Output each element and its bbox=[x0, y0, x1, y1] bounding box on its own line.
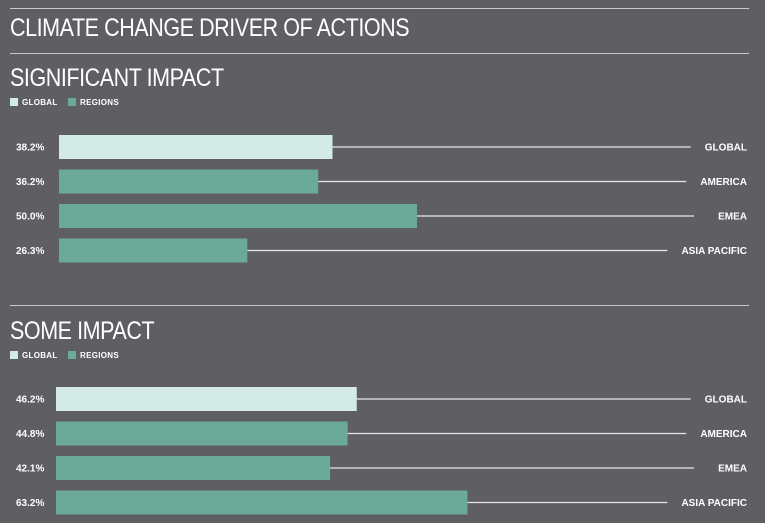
legend-item-global: GLOBAL bbox=[10, 351, 58, 360]
value-label-global: 46.2% bbox=[16, 395, 44, 406]
category-label-asia-pacific: ASIA PACIFIC bbox=[681, 498, 747, 509]
bar-emea bbox=[56, 456, 331, 480]
legend-swatch-global bbox=[10, 98, 18, 106]
category-label-global: GLOBAL bbox=[705, 395, 747, 406]
legend-label-regions: REGIONS bbox=[80, 351, 119, 360]
bar-emea bbox=[59, 204, 417, 228]
category-label-emea: EMEA bbox=[718, 464, 747, 475]
category-label-emea: EMEA bbox=[718, 212, 747, 223]
bar-asia-pacific bbox=[56, 490, 468, 515]
value-label-america: 44.8% bbox=[16, 429, 44, 440]
value-label-emea: 50.0% bbox=[16, 212, 44, 223]
category-label-america: AMERICA bbox=[700, 177, 747, 188]
bar-america bbox=[56, 421, 348, 446]
legend-label-global: GLOBAL bbox=[22, 351, 58, 360]
legend-item-regions: REGIONS bbox=[68, 351, 119, 360]
title-rule bbox=[10, 53, 749, 54]
bar-global bbox=[59, 135, 333, 159]
section-rule bbox=[10, 305, 749, 306]
legend-swatch-global bbox=[10, 351, 18, 359]
legend-swatch-regions bbox=[68, 98, 76, 106]
value-label-america: 36.2% bbox=[16, 177, 44, 188]
legend-item-regions: REGIONS bbox=[68, 98, 119, 107]
bar-asia-pacific bbox=[59, 238, 248, 263]
value-label-asia-pacific: 26.3% bbox=[16, 246, 44, 257]
chart-some-impact: 46.2% GLOBAL 44.8% AMERICA 42.1% EMEA 63.2% ASI… bbox=[16, 387, 747, 515]
category-label-asia-pacific: ASIA PACIFIC bbox=[681, 246, 747, 257]
legend-swatch-regions bbox=[68, 351, 76, 359]
legend-label-regions: REGIONS bbox=[80, 98, 119, 107]
chart-2-title: SOME IMPACT bbox=[10, 317, 155, 345]
legend-item-global: GLOBAL bbox=[10, 98, 58, 107]
chart-significant-impact: 38.2% GLOBAL 36.2% AMERICA 50.0% EMEA 26.3% ASI… bbox=[16, 135, 747, 263]
page-title: CLIMATE CHANGE DRIVER OF ACTIONS bbox=[10, 14, 410, 42]
legend-label-global: GLOBAL bbox=[22, 98, 58, 107]
category-label-global: GLOBAL bbox=[705, 143, 747, 154]
value-label-global: 38.2% bbox=[16, 143, 44, 154]
bar-global bbox=[56, 387, 357, 411]
bar-america bbox=[59, 169, 319, 194]
top-rule bbox=[10, 8, 749, 9]
value-label-emea: 42.1% bbox=[16, 464, 44, 475]
chart-1-title: SIGNIFICANT IMPACT bbox=[10, 64, 224, 92]
value-label-asia-pacific: 63.2% bbox=[16, 498, 44, 509]
category-label-america: AMERICA bbox=[700, 429, 747, 440]
